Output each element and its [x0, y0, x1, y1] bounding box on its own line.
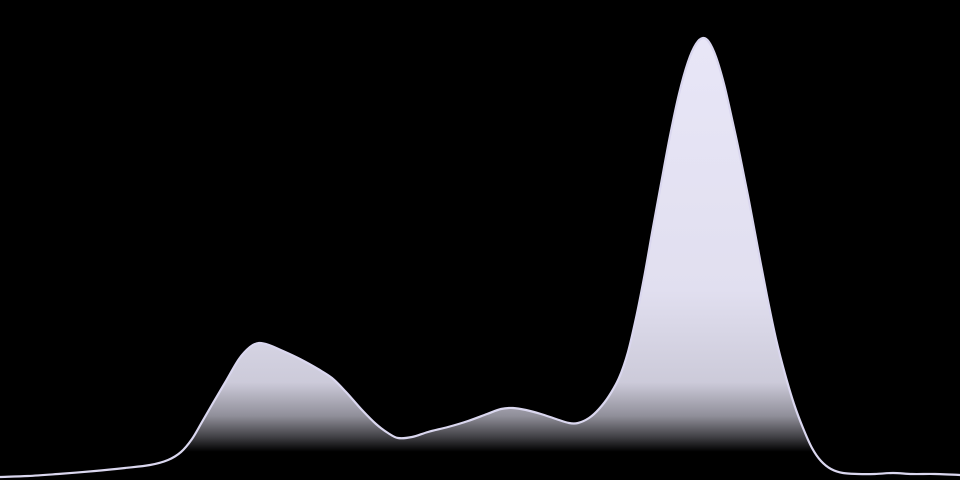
- density-curve-line: [0, 36, 960, 479]
- area-fill: [0, 37, 960, 480]
